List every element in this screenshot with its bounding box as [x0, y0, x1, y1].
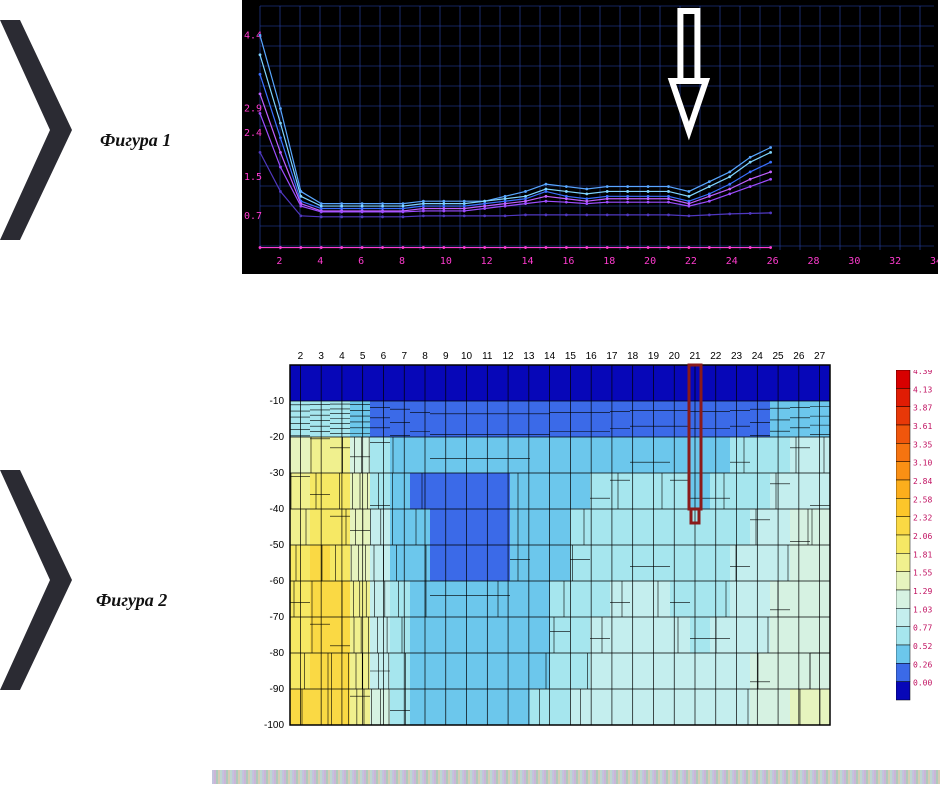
svg-text:8: 8 [422, 351, 428, 362]
figure2-legend: 4.39 4.13 3.87 3.61 3.35 3.10 2.84 2.58 2.32 2.06… [896, 370, 940, 710]
svg-text:1.5: 1.5 [244, 172, 262, 183]
svg-text:-40: -40 [270, 504, 285, 515]
page: Фигура 1 Фигура 2 0.71.52.42.94.42468101… [0, 0, 940, 788]
noise-strip [212, 770, 940, 784]
svg-text:-20: -20 [270, 432, 285, 443]
svg-text:16: 16 [586, 351, 598, 362]
svg-text:3.61: 3.61 [913, 422, 932, 431]
svg-text:17: 17 [606, 351, 618, 362]
svg-text:21: 21 [689, 351, 701, 362]
svg-text:0.52: 0.52 [913, 642, 932, 651]
svg-text:18: 18 [627, 351, 639, 362]
svg-text:-60: -60 [270, 576, 285, 587]
svg-text:0.7: 0.7 [244, 211, 262, 222]
svg-text:8: 8 [399, 256, 405, 267]
svg-text:25: 25 [773, 351, 785, 362]
svg-text:0.26: 0.26 [913, 660, 932, 669]
svg-text:4.39: 4.39 [913, 370, 932, 376]
svg-text:0.00: 0.00 [913, 679, 932, 688]
svg-text:3.10: 3.10 [913, 459, 932, 468]
svg-text:6: 6 [381, 351, 387, 362]
decor-arrow-1 [0, 20, 72, 240]
svg-text:3.35: 3.35 [913, 440, 932, 449]
svg-text:15: 15 [565, 351, 577, 362]
svg-text:10: 10 [461, 351, 473, 362]
decor-arrow-2 [0, 470, 72, 690]
svg-text:3: 3 [318, 351, 324, 362]
svg-text:-80: -80 [270, 648, 285, 659]
svg-text:19: 19 [648, 351, 660, 362]
svg-text:16: 16 [562, 256, 574, 267]
svg-text:24: 24 [752, 351, 764, 362]
svg-text:12: 12 [481, 256, 493, 267]
svg-text:2.32: 2.32 [913, 514, 932, 523]
svg-text:1.03: 1.03 [913, 605, 932, 614]
svg-text:12: 12 [503, 351, 515, 362]
svg-text:0.77: 0.77 [913, 624, 932, 633]
svg-text:5: 5 [360, 351, 366, 362]
figure1-chart: 0.71.52.42.94.42468101214161820222426283… [242, 0, 938, 274]
svg-text:-30: -30 [270, 468, 285, 479]
svg-text:28: 28 [807, 256, 819, 267]
svg-text:26: 26 [793, 351, 805, 362]
svg-text:1.29: 1.29 [913, 587, 932, 596]
svg-text:2.58: 2.58 [913, 495, 932, 504]
figure1-label: Фигура 1 [100, 130, 171, 151]
svg-text:-100: -100 [264, 720, 284, 731]
svg-text:20: 20 [644, 256, 656, 267]
svg-text:13: 13 [523, 351, 535, 362]
svg-text:-70: -70 [270, 612, 285, 623]
svg-text:18: 18 [603, 256, 615, 267]
svg-text:4: 4 [339, 351, 345, 362]
svg-text:2: 2 [276, 256, 282, 267]
svg-text:2.06: 2.06 [913, 532, 932, 541]
svg-text:4: 4 [317, 256, 323, 267]
svg-text:2: 2 [298, 351, 304, 362]
svg-text:9: 9 [443, 351, 449, 362]
svg-text:4.13: 4.13 [913, 385, 932, 394]
svg-text:34: 34 [930, 256, 938, 267]
svg-text:20: 20 [669, 351, 681, 362]
svg-text:2.4: 2.4 [244, 128, 262, 139]
figure2-chart: 2345678910111213141516171819202122232425… [242, 345, 872, 740]
svg-text:22: 22 [710, 351, 722, 362]
svg-text:3.87: 3.87 [913, 404, 932, 413]
svg-text:32: 32 [889, 256, 901, 267]
svg-text:24: 24 [726, 256, 738, 267]
svg-text:27: 27 [814, 351, 826, 362]
svg-text:10: 10 [440, 256, 452, 267]
svg-text:2.84: 2.84 [913, 477, 932, 486]
svg-text:14: 14 [522, 256, 534, 267]
svg-text:-50: -50 [270, 540, 285, 551]
svg-text:7: 7 [401, 351, 407, 362]
svg-text:6: 6 [358, 256, 364, 267]
svg-text:30: 30 [848, 256, 860, 267]
svg-text:1.81: 1.81 [913, 550, 932, 559]
svg-text:23: 23 [731, 351, 743, 362]
svg-text:14: 14 [544, 351, 556, 362]
svg-text:-10: -10 [270, 396, 285, 407]
svg-text:26: 26 [767, 256, 779, 267]
figure2-label: Фигура 2 [96, 590, 167, 611]
svg-text:-90: -90 [270, 684, 285, 695]
svg-text:1.55: 1.55 [913, 569, 932, 578]
svg-text:22: 22 [685, 256, 697, 267]
svg-text:11: 11 [482, 351, 493, 362]
